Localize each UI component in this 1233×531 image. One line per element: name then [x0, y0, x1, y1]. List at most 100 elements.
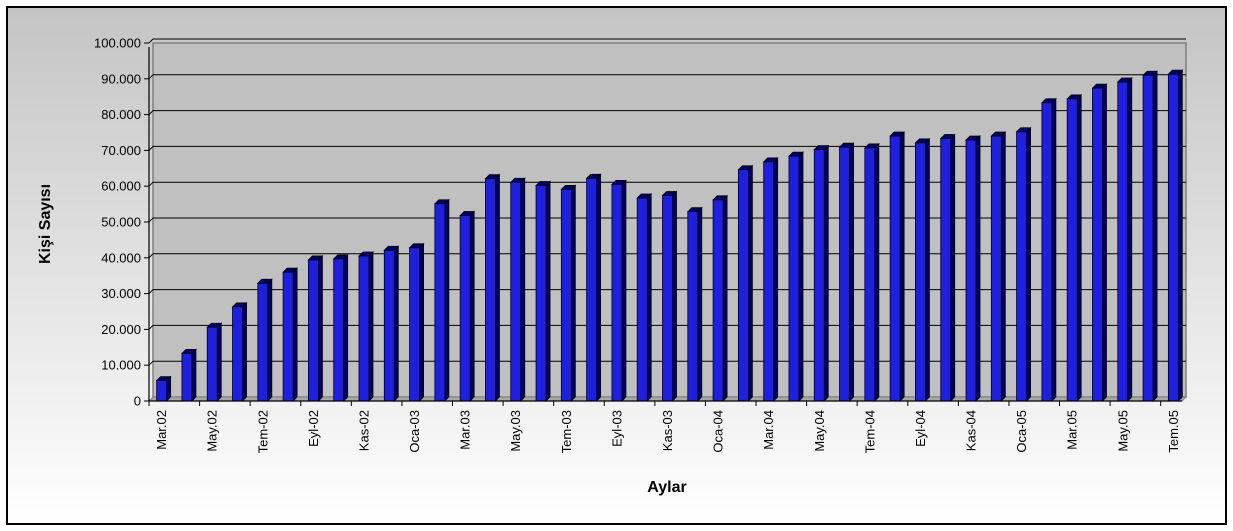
bar-side [747, 164, 753, 402]
bar-front [813, 149, 825, 402]
bar [863, 142, 880, 402]
y-tick-label: 70.000 [101, 143, 141, 158]
bar-front [965, 139, 977, 402]
bar-side [646, 193, 652, 402]
bar-front [232, 306, 243, 402]
bar-side [419, 242, 424, 402]
bar-side [722, 194, 728, 402]
bar-side [925, 137, 930, 402]
bar-side [899, 131, 905, 402]
bar-front [889, 135, 901, 402]
bar-side [444, 198, 450, 402]
bar-front [308, 259, 319, 402]
bar-side [823, 144, 829, 402]
bar-side [191, 348, 197, 402]
y-tick-label: 50.000 [101, 215, 141, 230]
y-axis: 0 10.000 20.000 30.000 40.000 50.000 60.000 70.… [94, 36, 150, 409]
bar-front [333, 258, 345, 402]
bar [661, 190, 678, 402]
bar-side [874, 142, 880, 402]
bar-chart: 0 10.000 20.000 30.000 40.000 50.000 60.000 70.… [8, 8, 1225, 523]
bar [1091, 83, 1108, 402]
y-axis-title: Kişi Sayısı [37, 184, 54, 264]
bar-front [1016, 131, 1027, 402]
bar-front [1066, 98, 1078, 402]
bar-side [950, 133, 956, 402]
bar-front [864, 147, 876, 402]
bar-front [763, 161, 775, 402]
bar-front [1167, 73, 1179, 402]
x-tick-label: May.02 [205, 410, 220, 452]
bar-side [570, 184, 576, 402]
bar-side [1051, 97, 1057, 402]
bar [155, 375, 172, 402]
bar [206, 322, 223, 402]
bar-front [788, 155, 800, 402]
bar [787, 151, 804, 402]
x-axis: Mar.02 May.02 Tem-02 Eyl-02 Kas-02 Oca-03 Mar.… [148, 400, 1182, 453]
bar-side [798, 151, 804, 402]
bar-side [849, 142, 854, 402]
bar-front [1117, 81, 1129, 402]
chart-frame: 0 10.000 20.000 30.000 40.000 50.000 60.000 70.… [6, 6, 1227, 525]
bar-side [1177, 69, 1183, 402]
x-tick-label: Tem.05 [1166, 410, 1181, 453]
gridline-connector [148, 110, 154, 115]
bar [610, 179, 627, 402]
y-tick-label: 20.000 [101, 322, 141, 337]
bar-front [156, 380, 168, 402]
bar [256, 278, 273, 402]
bar [180, 348, 197, 402]
bar [1142, 70, 1159, 402]
bar-front [1041, 102, 1053, 402]
bar [433, 198, 450, 402]
bar [712, 194, 729, 402]
bar-side [1127, 77, 1133, 402]
bar-side [343, 253, 349, 402]
x-tick-label: Eyl-03 [609, 410, 624, 447]
gridline-connector [148, 217, 154, 223]
gridline-connector [148, 325, 154, 330]
bar-side [697, 206, 703, 402]
bar [762, 156, 779, 402]
bar [332, 253, 349, 402]
y-tick-label: 100.000 [94, 36, 141, 51]
y-tick-label: 30.000 [101, 286, 141, 301]
bar-front [1092, 87, 1103, 402]
bar-side [773, 156, 779, 402]
x-tick-label: May.05 [1115, 410, 1130, 452]
x-tick-label: Mar.02 [154, 410, 169, 450]
bar-side [545, 180, 551, 402]
bar-front [560, 189, 572, 402]
bar-front [586, 177, 598, 402]
bar-front [915, 142, 926, 402]
x-tick-label: Mar.03 [458, 410, 473, 450]
x-tick-label: Mar.04 [761, 410, 776, 450]
bar-front [485, 178, 496, 402]
bar [535, 180, 552, 402]
x-tick-label: Oca-05 [1014, 410, 1029, 453]
bar-side [242, 301, 247, 402]
bar [560, 184, 577, 402]
x-tick-label: Kas-04 [964, 410, 979, 451]
bar-front [206, 326, 218, 402]
bar-side [368, 251, 374, 402]
x-tick-label: Eyl-04 [913, 410, 928, 447]
y-tick-label: 40.000 [101, 250, 141, 265]
gridline-connector [148, 38, 154, 44]
bar-side [1000, 131, 1006, 402]
bar-side [520, 177, 526, 402]
bar-front [636, 197, 648, 402]
bar [939, 133, 956, 402]
bar-front [687, 211, 699, 402]
bar [231, 301, 248, 402]
bar [1040, 97, 1057, 402]
x-tick-label: Kas-02 [356, 410, 371, 451]
bar [358, 251, 374, 402]
bar-front [181, 352, 193, 402]
bar-front [383, 249, 395, 402]
bar-front [940, 138, 952, 402]
bar-front [1142, 74, 1154, 402]
bar [990, 131, 1007, 402]
bar-side [1102, 83, 1107, 402]
